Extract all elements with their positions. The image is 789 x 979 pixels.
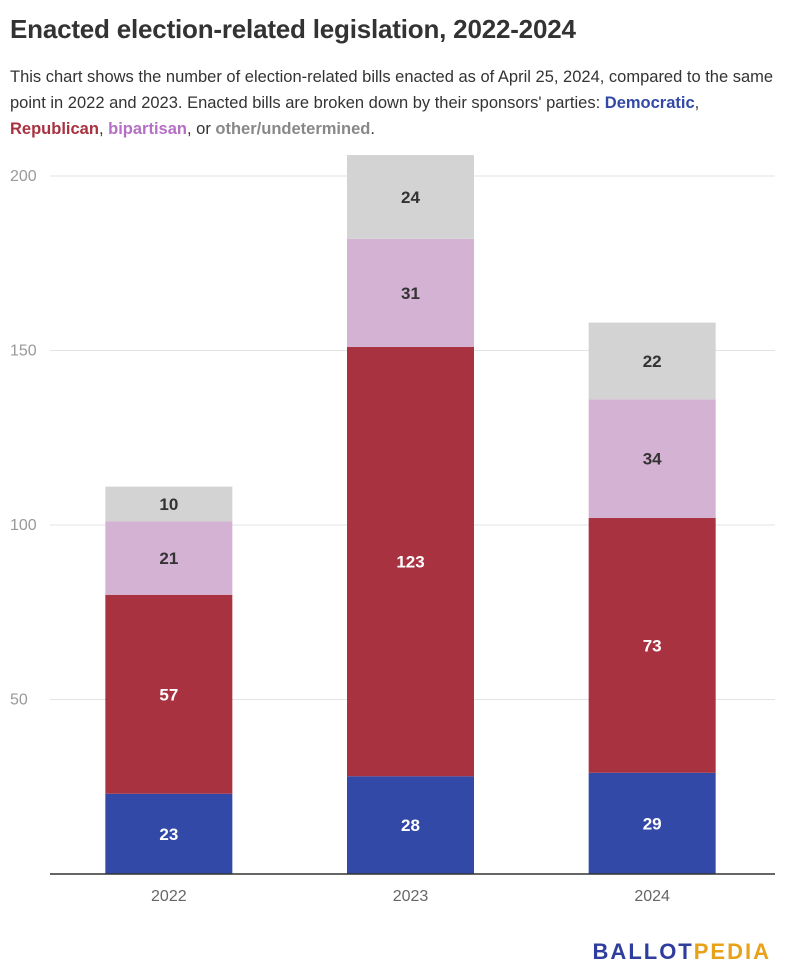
data-label-bipartisan-2023: 31 bbox=[401, 284, 420, 303]
data-label-democratic-2024: 29 bbox=[643, 814, 662, 833]
x-tick-label: 2023 bbox=[393, 888, 429, 905]
y-tick-label: 200 bbox=[10, 168, 37, 185]
chart-subtitle: This chart shows the number of election-… bbox=[10, 64, 780, 142]
logo-part1: BALLOT bbox=[592, 939, 694, 964]
bar-democratic-2024 bbox=[588, 772, 716, 874]
legend-republican: Republican bbox=[10, 120, 99, 138]
logo-part2: PEDIA bbox=[693, 939, 771, 964]
x-tick-label: 2022 bbox=[151, 888, 187, 905]
y-tick-label: 100 bbox=[10, 517, 37, 534]
data-label-other-2023: 24 bbox=[401, 188, 420, 207]
legend-democratic: Democratic bbox=[604, 94, 695, 112]
bar-democratic-2022 bbox=[105, 793, 233, 874]
y-axis-ticks: 50 100 150 200 bbox=[10, 168, 37, 709]
subtitle-intro: This chart shows the number of election-… bbox=[10, 68, 774, 112]
data-label-republican-2023: 123 bbox=[396, 553, 424, 572]
x-axis-ticks: 2022 2023 2024 bbox=[151, 888, 670, 905]
data-label-other-2024: 22 bbox=[643, 352, 662, 371]
subtitle-end: . bbox=[370, 120, 375, 138]
subtitle-sep: , bbox=[98, 120, 109, 138]
chart-title: Enacted election-related legislation, 20… bbox=[10, 14, 576, 44]
data-label-bipartisan-2024: 34 bbox=[643, 450, 662, 469]
bar-bipartisan-2022 bbox=[105, 521, 233, 595]
stacked-bar-chart: 50 100 150 200 23 57 21 10 28 123 31 24 29 73 34 22 20… bbox=[10, 155, 775, 905]
bar-other-2024 bbox=[588, 322, 716, 400]
ballotpedia-logo: BALLOTPEDIA bbox=[593, 939, 771, 965]
data-label-bipartisan-2022: 21 bbox=[159, 549, 178, 568]
data-label-republican-2024: 73 bbox=[643, 636, 662, 655]
legend-bipartisan: bipartisan bbox=[108, 120, 187, 138]
bar-republican-2024 bbox=[588, 518, 716, 773]
bar-bipartisan-2023 bbox=[347, 238, 474, 348]
y-tick-label: 150 bbox=[10, 343, 37, 360]
legend-other: other/undetermined bbox=[215, 120, 371, 138]
bars bbox=[105, 155, 716, 874]
data-labels: 23 57 21 10 28 123 31 24 29 73 34 22 bbox=[159, 188, 662, 844]
subtitle-sep: , or bbox=[186, 120, 216, 138]
data-label-republican-2022: 57 bbox=[159, 685, 178, 704]
subtitle-sep: , bbox=[694, 94, 700, 112]
y-tick-label: 50 bbox=[10, 692, 28, 709]
bar-republican-2022 bbox=[105, 594, 233, 794]
bar-other-2022 bbox=[105, 486, 233, 522]
data-label-other-2022: 10 bbox=[159, 495, 178, 514]
bar-bipartisan-2024 bbox=[588, 399, 716, 519]
data-label-democratic-2023: 28 bbox=[401, 816, 420, 835]
bar-other-2023 bbox=[347, 155, 474, 239]
bar-democratic-2023 bbox=[347, 776, 474, 874]
data-label-democratic-2022: 23 bbox=[159, 825, 178, 844]
x-tick-label: 2024 bbox=[634, 888, 670, 905]
bar-republican-2023 bbox=[347, 347, 474, 777]
